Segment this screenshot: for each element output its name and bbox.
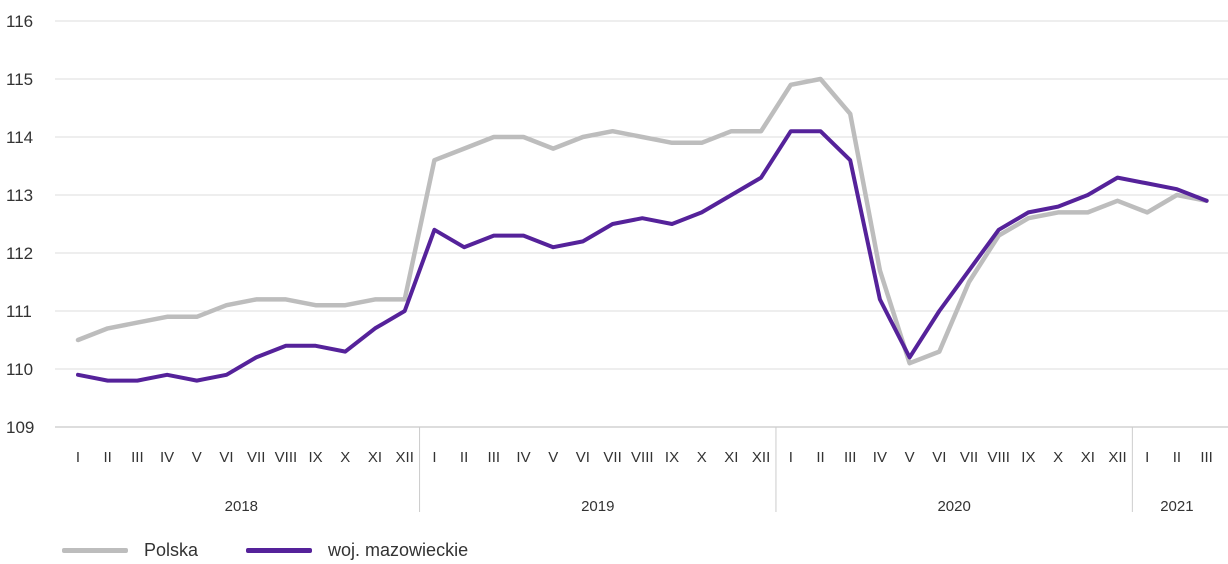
x-tick-31: VIII (987, 449, 1010, 466)
x-tick-21: X (697, 449, 707, 466)
x-tick-5: VI (219, 449, 233, 466)
x-tick-32: IX (1021, 449, 1035, 466)
legend-label-polska: Polska (144, 540, 199, 560)
x-tick-28: V (905, 449, 915, 466)
x-tick-14: III (488, 449, 501, 466)
x-tick-24: I (789, 449, 793, 466)
x-tick-11: XII (396, 449, 414, 466)
series-line-polska (75, 76, 1209, 366)
x-tick-30: VII (960, 449, 978, 466)
x-tick-22: XI (724, 449, 738, 466)
y-tick-112: 112 (6, 244, 33, 263)
y-tick-110: 110 (6, 360, 33, 379)
x-tick-13: II (460, 449, 468, 466)
legend-label-mazowieckie: woj. mazowieckie (328, 540, 469, 560)
x-tick-36: I (1145, 449, 1149, 466)
year-label-2019: 2019 (581, 498, 614, 515)
x-tick-37: II (1173, 449, 1181, 466)
x-tick-10: XI (368, 449, 382, 466)
x-tick-1: II (104, 449, 112, 466)
y-tick-114: 114 (6, 128, 33, 147)
x-tick-8: IX (309, 449, 323, 466)
x-tick-9: X (340, 449, 350, 466)
x-tick-7: VIII (275, 449, 298, 466)
x-tick-26: III (844, 449, 857, 466)
y-tick-109: 109 (6, 418, 34, 437)
legend-swatch-mazowieckie (246, 548, 313, 553)
x-tick-17: VI (576, 449, 590, 466)
x-tick-38: III (1200, 449, 1213, 466)
x-tick-0: I (76, 449, 80, 466)
legend-swatch-polska (62, 548, 128, 553)
series-lines (75, 76, 1209, 383)
y-tick-111: 111 (6, 302, 32, 321)
x-tick-2: III (131, 449, 144, 466)
x-axis: I II III IV V VI VII VIII IX X XI XII I II III IV V VI VII… (76, 427, 1213, 515)
legend-item-mazowieckie: woj. mazowieckie (246, 540, 468, 561)
year-label-2021: 2021 (1160, 498, 1193, 515)
y-tick-113: 113 (6, 186, 33, 205)
y-tick-115: 115 (6, 70, 33, 89)
x-tick-15: IV (516, 449, 530, 466)
x-tick-20: IX (665, 449, 679, 466)
x-tick-35: XII (1108, 449, 1126, 466)
x-tick-18: VII (603, 449, 621, 466)
x-tick-34: XI (1081, 449, 1095, 466)
y-tick-116: 116 (6, 12, 33, 31)
x-tick-16: V (548, 449, 558, 466)
year-label-2018: 2018 (225, 498, 258, 515)
x-tick-33: X (1053, 449, 1063, 466)
x-tick-3: IV (160, 449, 174, 466)
x-tick-25: II (816, 449, 824, 466)
x-tick-6: VII (247, 449, 265, 466)
year-label-2020: 2020 (937, 498, 970, 515)
y-axis: 109 110 111 112 113 114 115 116 (6, 12, 34, 437)
legend: Polska woj. mazowieckie (62, 540, 516, 561)
x-tick-12: I (432, 449, 436, 466)
x-tick-29: VI (932, 449, 946, 466)
x-tick-19: VIII (631, 449, 654, 466)
series-line-mazowieckie (76, 129, 1209, 383)
x-tick-27: IV (873, 449, 887, 466)
x-tick-23: XII (752, 449, 770, 466)
gridlines (55, 20, 1228, 428)
legend-item-polska: Polska (62, 540, 198, 561)
x-tick-4: V (192, 449, 202, 466)
